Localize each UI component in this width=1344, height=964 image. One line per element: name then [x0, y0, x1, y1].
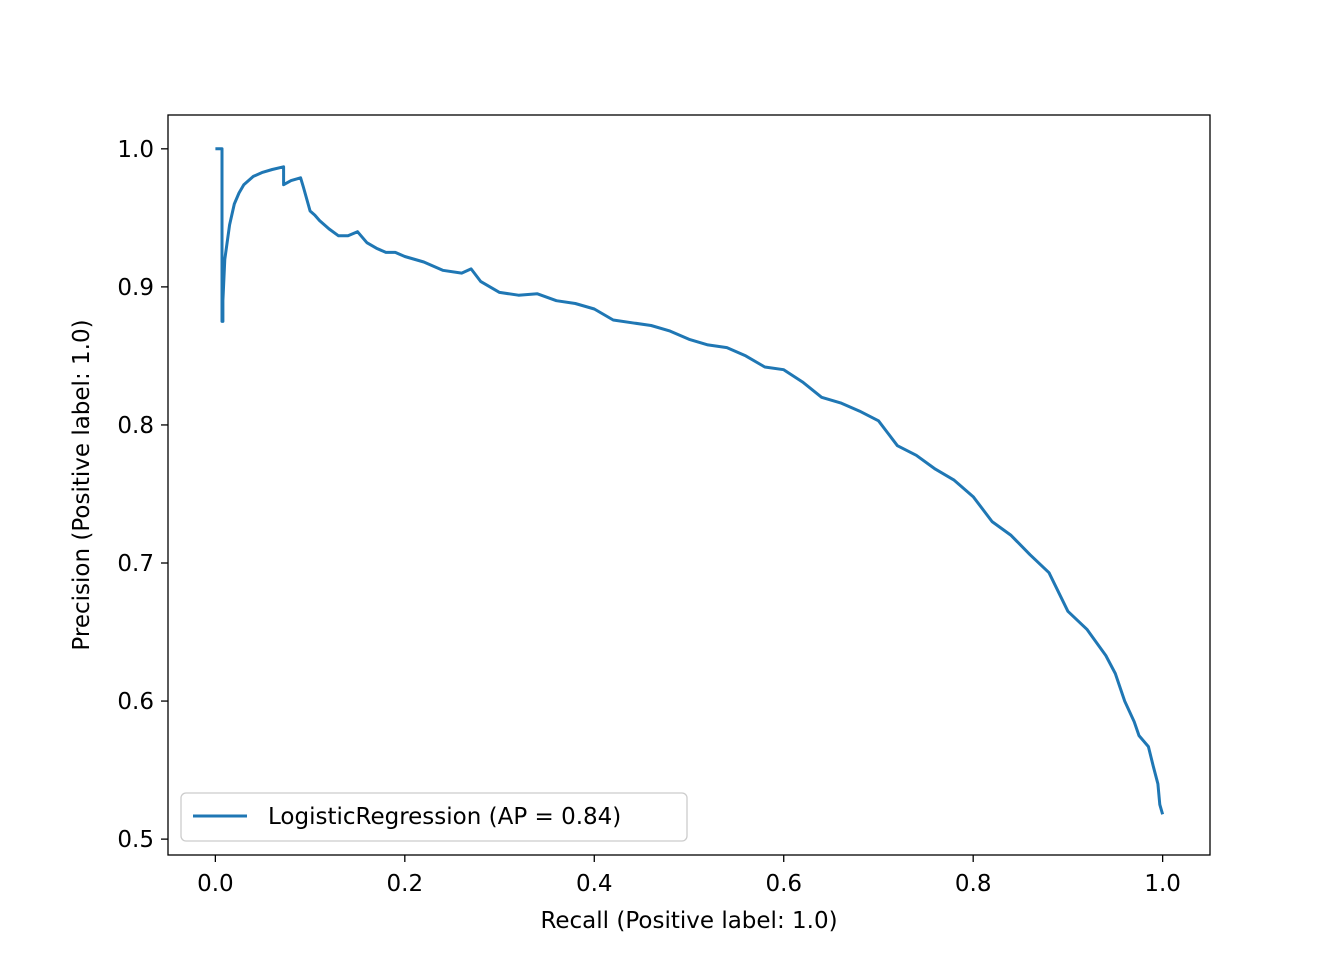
y-tick-label: 0.7: [117, 551, 154, 577]
x-tick-label: 0.2: [387, 871, 424, 897]
y-axis-label: Precision (Positive label: 1.0): [69, 319, 95, 650]
x-tick-label: 0.0: [197, 871, 234, 897]
series-line-0: [215, 147, 1165, 815]
y-tick-label: 1.0: [117, 137, 154, 163]
y-tick-label: 0.6: [117, 689, 154, 715]
y-tick-label: 0.5: [117, 827, 154, 853]
legend: LogisticRegression (AP = 0.84): [180, 792, 688, 842]
x-axis-label: Recall (Positive label: 1.0): [540, 908, 837, 934]
legend-label: LogisticRegression (AP = 0.84): [268, 804, 621, 830]
legend-box: [180, 792, 688, 842]
plot-frame: [167, 114, 1211, 856]
x-tick-label: 1.0: [1144, 871, 1181, 897]
x-axis-ticks: 0.0 0.2 0.4 0.6 0.8 1.0: [197, 855, 1181, 897]
x-tick-label: 0.6: [765, 871, 802, 897]
x-tick-label: 0.4: [576, 871, 613, 897]
y-tick-label: 0.8: [117, 413, 154, 439]
y-tick-label: 0.9: [117, 275, 154, 301]
y-axis-ticks: 0.5 0.6 0.7 0.8 0.9 1.0: [117, 137, 168, 853]
series-layer: [215, 147, 1165, 815]
x-tick-label: 0.8: [955, 871, 992, 897]
